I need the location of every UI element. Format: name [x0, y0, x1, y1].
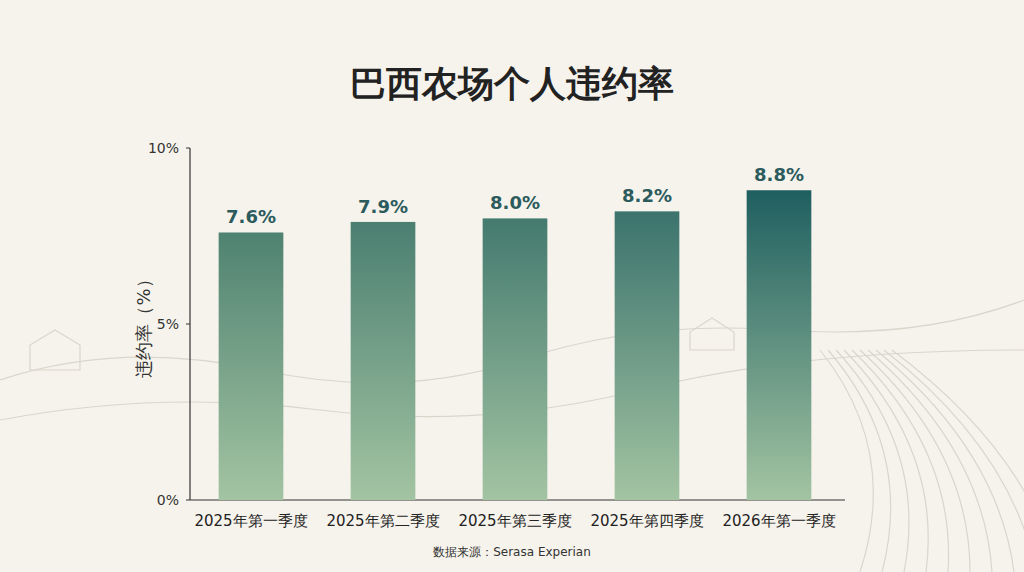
y-axis-title: 违约率（%）	[133, 270, 154, 377]
data-label: 8.0%	[490, 192, 540, 213]
data-label: 8.8%	[754, 164, 804, 185]
y-tick	[186, 324, 190, 325]
furrow	[884, 350, 1024, 572]
furrow	[820, 350, 873, 572]
barn	[690, 318, 734, 350]
furrow	[860, 350, 970, 572]
bar	[351, 222, 416, 500]
furrow	[828, 350, 891, 572]
furrow	[868, 350, 992, 572]
furrow	[852, 350, 949, 572]
title: 巴西农场个人违约率	[350, 63, 674, 104]
x-tick-label: 2025年第一季度	[194, 512, 307, 530]
x-tick-label: 2025年第二季度	[326, 512, 439, 530]
barn	[30, 330, 80, 370]
y-tick-label: 0%	[157, 492, 179, 508]
source: 数据来源：Serasa Experian	[433, 545, 591, 559]
bar	[747, 190, 812, 500]
background	[0, 0, 1024, 572]
x-tick-label: 2026年第一季度	[722, 512, 835, 530]
bar	[615, 211, 680, 500]
y-tick-label: 5%	[157, 316, 179, 332]
y-tick	[186, 500, 190, 501]
chart: 巴西农场个人违约率 0% 5% 10% 违约率（%） 7.6% 2025年第一季度 7.9% 2…	[0, 0, 1024, 572]
bars	[219, 190, 812, 500]
data-label: 7.9%	[358, 196, 408, 217]
data-label: 8.2%	[622, 185, 672, 206]
furrow	[844, 350, 928, 572]
y-tick-label: 10%	[148, 140, 179, 156]
bar	[219, 232, 284, 500]
y-tick	[186, 148, 190, 149]
x-tick-label: 2025年第四季度	[590, 512, 703, 530]
labels: 7.6% 2025年第一季度 7.9% 2025年第二季度 8.0% 2025年第三季度 8…	[194, 164, 835, 530]
x-tick-label: 2025年第三季度	[458, 512, 571, 530]
furrow	[876, 350, 1014, 572]
furrow	[892, 350, 1024, 572]
bar	[483, 218, 548, 500]
data-label: 7.6%	[226, 206, 276, 227]
